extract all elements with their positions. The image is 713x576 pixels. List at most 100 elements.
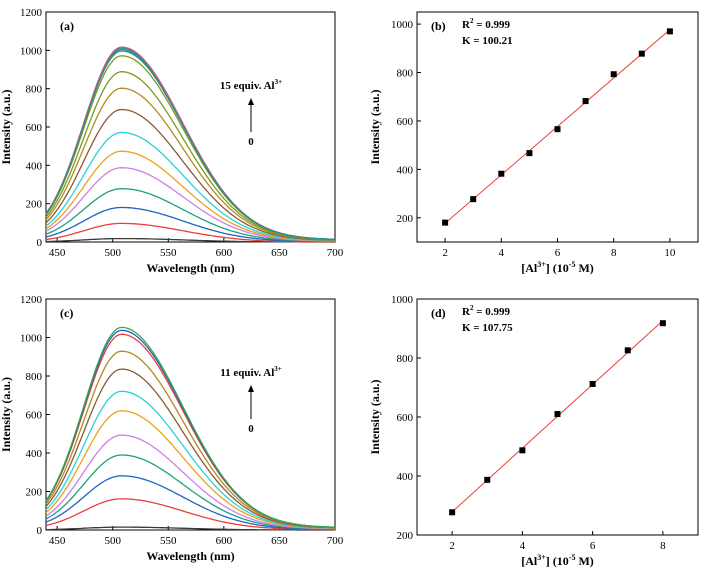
spectrum-line [45,108,335,241]
x-tick-label: 8 [611,247,617,259]
data-point [666,28,673,35]
data-point [589,380,596,387]
spectrum-line [45,206,335,243]
y-tick-label: 1200 [20,294,43,306]
x-tick-label: 4 [520,540,526,552]
titration-annotation-zero: 0 [248,423,254,435]
plot-frame [45,11,336,243]
chart-panel-c: 450 500 550 600 650 700 0 200 400 600 800 1000 1200 W… [0,294,344,563]
y-axis-label: Intensity (a.u.) [0,377,13,452]
y-tick-label: 200 [26,199,43,211]
data-point [498,170,505,177]
y-axis-label: Intensity (a.u.) [368,89,382,164]
y-axis-label: Intensity (a.u.) [0,89,13,164]
y-tick-label: 1200 [20,7,43,19]
x-axis-label: [Al3+] (10-5 M) [521,260,594,275]
chart-panel-a: 450 500 550 600 650 700 0 200 400 600 800 1000 1200 W… [0,7,344,275]
spectrum-line [45,50,335,240]
x-tick-label: 10 [664,247,676,259]
spectrum-line [46,526,335,531]
spectrum-line [45,475,335,530]
spectrum-line [45,188,335,242]
plot-frame [45,298,336,531]
y-tick-label: 800 [397,68,414,80]
y-tick-label: 200 [397,530,414,542]
x-tick-label: 650 [271,247,288,259]
spectrum-line [45,71,336,241]
y-tick-label: 800 [397,353,414,365]
titration-annotation-zero: 0 [248,136,254,148]
spectrum-line [45,454,335,530]
data-point [519,447,526,454]
data-point [610,71,617,78]
spectrum-line [45,150,335,242]
panel-label: (c) [60,306,73,320]
spectrum-line [45,498,335,531]
x-tick-label: 600 [216,535,233,547]
x-tick-label: 2 [449,540,455,552]
y-tick-label: 600 [26,410,43,422]
y-tick-label: 400 [397,164,414,176]
y-tick-label: 600 [26,122,43,134]
spectrum-line [45,222,335,243]
spectrum-line [45,434,336,530]
y-tick-label: 600 [397,116,414,128]
data-point [638,50,645,57]
x-tick-label: 500 [104,247,121,259]
spectrum-line [45,329,336,528]
y-tick-label: 200 [397,213,414,225]
spectrum-line [45,368,335,529]
data-point [442,219,449,226]
y-tick-label: 800 [26,371,43,383]
data-point [470,196,477,203]
chart-panel-d: 2 4 6 8 200 400 600 800 1000 [Al3+] (10-5 M) Inten… [368,294,699,568]
x-axis-label: [Al3+] (10-5 M) [521,553,594,568]
spectrum-line [45,131,336,242]
x-tick-label: 650 [271,535,288,547]
y-axis-label: Intensity (a.u.) [368,379,382,454]
x-axis-label: Wavelength (nm) [146,549,234,563]
spectrum-line [45,326,335,528]
arrow-head-icon [248,385,254,392]
chart-panel-b: 2 4 6 8 10 200 400 600 800 1000 [Al3+] (10-5 M) Int… [368,11,699,275]
y-tick-label: 1000 [391,19,414,31]
x-tick-label: 550 [160,247,177,259]
data-point [659,320,666,327]
spectrum-line [45,410,335,529]
data-point [624,347,631,354]
data-point [554,411,561,418]
y-tick-label: 400 [26,448,43,460]
spectrum-line [45,333,335,528]
data-point [484,476,491,483]
y-tick-label: 1000 [20,333,43,345]
data-point [554,126,561,133]
y-tick-label: 800 [26,84,43,96]
x-tick-label: 8 [660,540,666,552]
x-tick-label: 6 [555,247,561,259]
panel-label: (d) [431,306,446,320]
panel-label: (a) [60,19,74,33]
spectrum-line [45,48,336,240]
spectrum-line [45,390,335,529]
x-tick-label: 700 [327,535,344,547]
arrow-head-icon [248,98,254,105]
data-point [449,509,456,516]
x-tick-label: 6 [590,540,596,552]
data-point [582,98,589,105]
binding-constant-text: K = 100.21 [462,35,513,47]
x-tick-label: 4 [499,247,505,259]
titration-annotation: 11 equiv. Al3+ [220,365,282,379]
y-tick-label: 1000 [20,45,43,57]
x-tick-label: 550 [160,535,177,547]
x-tick-label: 450 [49,247,66,259]
x-tick-label: 450 [49,535,66,547]
x-tick-label: 2 [442,247,448,259]
y-tick-label: 1000 [391,294,414,306]
titration-annotation: 15 equiv. Al3+ [220,78,282,92]
spectrum-line [45,55,336,241]
x-tick-label: 700 [327,247,344,259]
x-axis-label: Wavelength (nm) [146,261,234,275]
panel-label: (b) [431,19,446,33]
r-squared-text: R2 = 0.999 [462,17,510,31]
y-tick-label: 0 [37,237,43,249]
